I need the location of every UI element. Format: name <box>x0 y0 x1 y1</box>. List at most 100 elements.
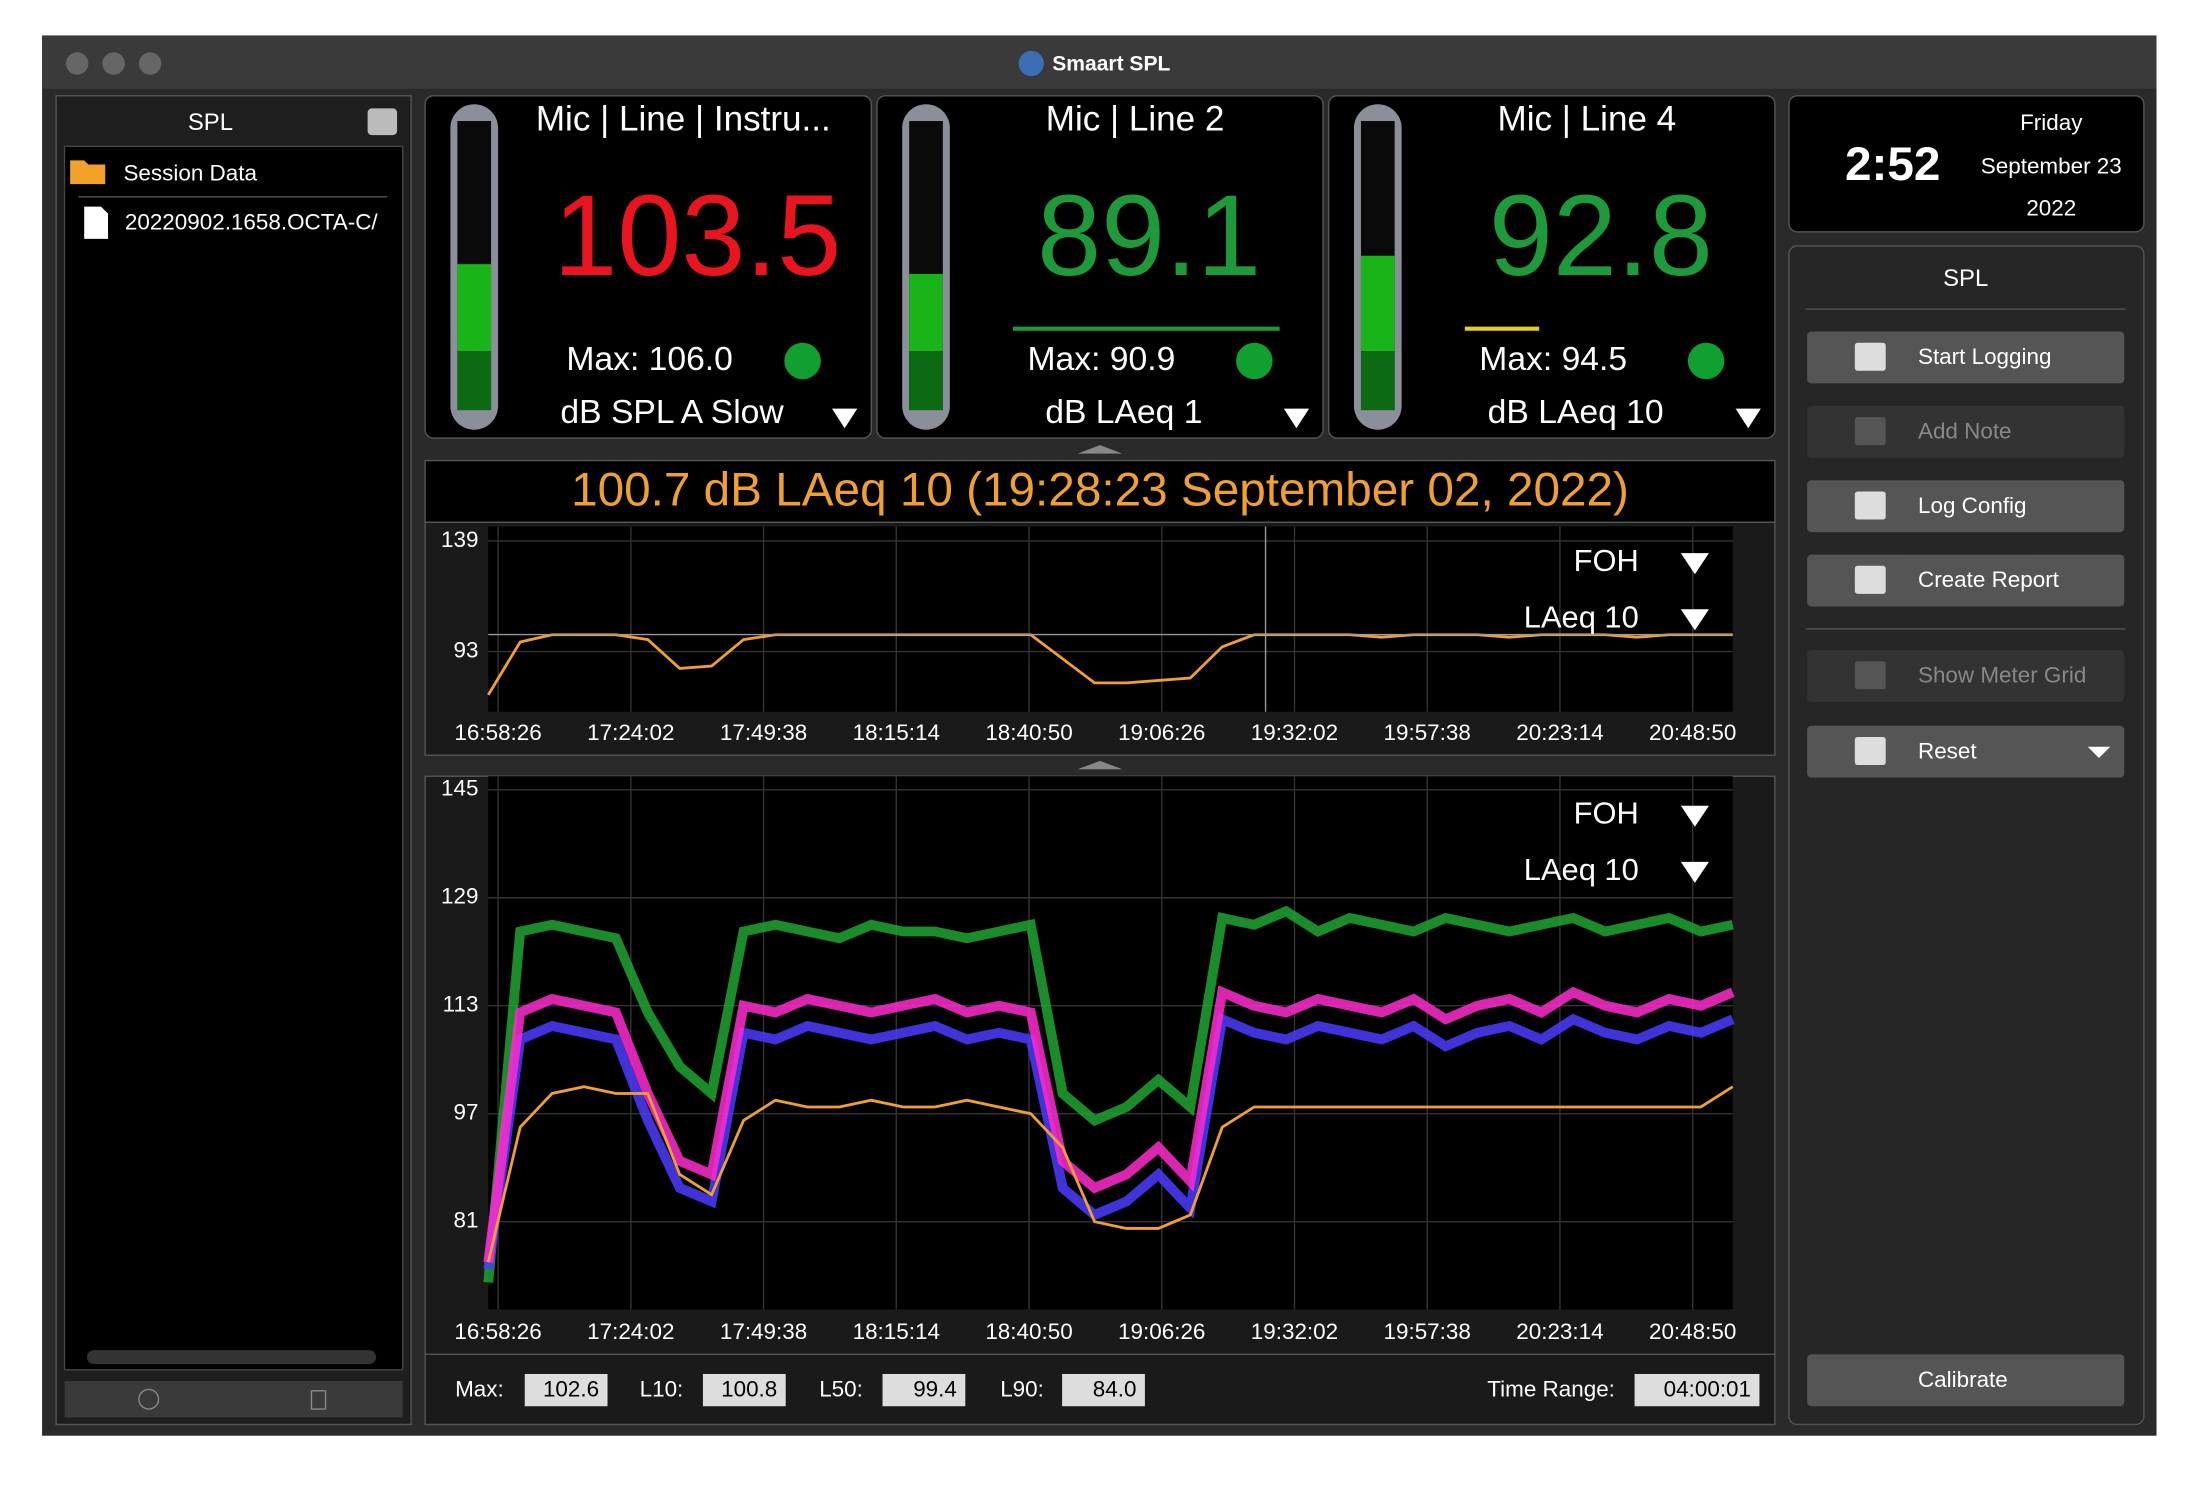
mode-dropdown[interactable] <box>1735 408 1761 429</box>
stat-value: 99.4 <box>913 1377 957 1402</box>
plot-area <box>488 526 1733 712</box>
status-led <box>784 342 821 380</box>
calibrate-button[interactable] <box>1807 1354 2125 1407</box>
stat-box <box>882 1373 966 1407</box>
y-tick-label: 113 <box>443 992 479 1017</box>
x-tick-label: 18:40:50 <box>985 1319 1072 1344</box>
x-tick-label: 18:15:14 <box>853 720 940 745</box>
stat-value: 84.0 <box>1093 1377 1137 1402</box>
button-label: Add Note <box>1918 418 2012 443</box>
level-bar <box>1360 255 1395 352</box>
x-tick-label: 16:58:26 <box>454 720 541 745</box>
clock-time: 2:52 <box>1845 138 1940 191</box>
meter-value: 92.8 <box>1489 172 1713 300</box>
x-tick-label: 19:57:38 <box>1384 1319 1471 1344</box>
meter-label: Mic | Line 2 <box>1046 99 1225 138</box>
x-tick-label: 20:48:50 <box>1649 720 1736 745</box>
app-icon <box>1018 50 1044 77</box>
source-selector[interactable]: FOH <box>1574 796 1639 831</box>
panel-title: SPL <box>1943 265 1988 292</box>
metric-dropdown[interactable] <box>1680 861 1709 883</box>
button-label: Create Report <box>1918 567 2060 592</box>
headline-bar <box>424 459 1776 524</box>
stat-label: Max: <box>455 1377 504 1402</box>
sidebar-toolbar <box>64 1380 403 1418</box>
status-led <box>1687 342 1725 380</box>
x-tick-label: 17:24:02 <box>587 1319 674 1344</box>
scrollbar[interactable] <box>86 1350 377 1365</box>
level-bar <box>457 264 492 352</box>
zoom-button[interactable] <box>138 52 162 75</box>
file-item[interactable]: 20220902.1658.OCTA-C/ <box>125 209 379 234</box>
source-dropdown[interactable] <box>1680 805 1709 827</box>
stat-box <box>524 1373 608 1407</box>
stat-box <box>702 1373 786 1407</box>
button-icon <box>1854 661 1886 690</box>
metric-selector[interactable]: LAeq 10 <box>1524 852 1639 887</box>
folder-item[interactable]: Session Data <box>123 160 257 185</box>
meter-max: Max: 90.9 <box>1028 341 1176 378</box>
button-icon <box>1854 417 1886 446</box>
meter-value: 103.5 <box>553 172 841 300</box>
x-tick-label: 17:49:38 <box>720 720 807 745</box>
panel-button[interactable] <box>1807 649 2125 702</box>
x-tick-label: 16:58:26 <box>454 1319 541 1344</box>
meter-panel <box>424 95 873 439</box>
button-icon <box>1854 342 1886 371</box>
meter-mode[interactable]: dB LAeq 1 <box>1045 394 1202 431</box>
stat-value: 04:00:01 <box>1664 1377 1751 1402</box>
sidebar-menu[interactable] <box>367 108 398 136</box>
x-tick-label: 20:48:50 <box>1649 1319 1736 1344</box>
headline: 100.7 dB LAeq 10 (19:28:23 September 02,… <box>571 463 1629 516</box>
panel-button[interactable] <box>1807 725 2125 778</box>
stat-value: 102.6 <box>543 1377 599 1402</box>
button-label: Start Logging <box>1918 344 2051 369</box>
button-icon <box>1854 565 1886 594</box>
delete-button[interactable] <box>310 1390 327 1410</box>
meter-label: Mic | Line | Instru... <box>536 99 831 138</box>
panel-button[interactable] <box>1807 554 2125 607</box>
mode-dropdown[interactable] <box>1283 408 1310 429</box>
x-tick-label: 19:32:02 <box>1251 1319 1338 1344</box>
sidebar-title: SPL <box>188 109 233 136</box>
folder-icon <box>70 160 106 185</box>
panel-button[interactable] <box>1807 480 2125 533</box>
y-tick-label: 81 <box>453 1208 478 1233</box>
clock-panel <box>1788 95 2145 233</box>
close-button[interactable] <box>65 52 89 75</box>
series-line <box>483 1012 1735 1270</box>
control-panel <box>1788 245 2145 1426</box>
button-label: Reset <box>1918 738 1977 763</box>
meter-mode[interactable]: dB SPL A Slow <box>560 394 784 431</box>
meter-mode[interactable]: dB LAeq 10 <box>1488 394 1664 431</box>
calibrate-label: Calibrate <box>1918 1367 2008 1392</box>
button-label: Show Meter Grid <box>1918 663 2086 688</box>
x-tick-label: 18:15:14 <box>853 1319 940 1344</box>
meter-max: Max: 94.5 <box>1479 341 1627 378</box>
stat-label: L50: <box>819 1377 863 1402</box>
minimize-button[interactable] <box>102 52 125 75</box>
clock-year: 2022 <box>2026 195 2076 220</box>
panel-button[interactable] <box>1807 405 2125 458</box>
clock-day: Friday <box>2020 110 2083 135</box>
y-tick-label: 145 <box>441 776 478 801</box>
metric-selector[interactable]: LAeq 10 <box>1524 599 1639 634</box>
x-tick-label: 20:23:14 <box>1516 1319 1603 1344</box>
title-bar <box>42 35 2157 89</box>
button-icon <box>1854 491 1886 520</box>
x-tick-label: 19:57:38 <box>1384 720 1471 745</box>
source-selector[interactable]: FOH <box>1574 543 1639 578</box>
mode-dropdown[interactable] <box>832 408 858 429</box>
status-led <box>1236 342 1273 380</box>
source-dropdown[interactable] <box>1680 553 1709 575</box>
info-button[interactable] <box>138 1388 160 1410</box>
level-bar <box>909 273 943 352</box>
y-tick-label: 97 <box>453 1100 478 1125</box>
metric-dropdown[interactable] <box>1680 609 1709 631</box>
panel-button[interactable] <box>1807 331 2125 384</box>
reset-dropdown[interactable] <box>2087 746 2111 759</box>
meter-panel <box>876 95 1324 439</box>
stat-label: Time Range: <box>1487 1377 1615 1402</box>
button-label: Log Config <box>1918 493 2027 518</box>
